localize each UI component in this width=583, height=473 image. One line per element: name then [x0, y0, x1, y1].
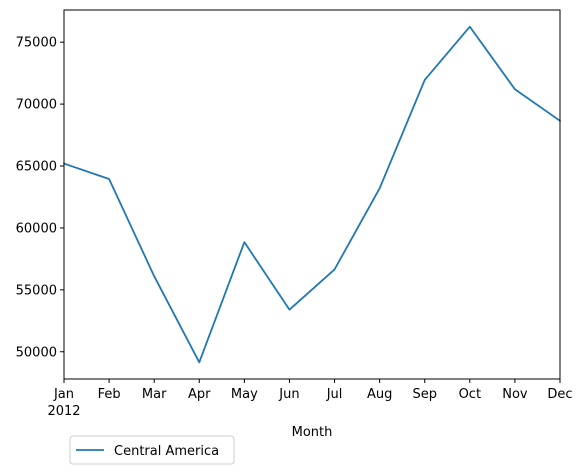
series-layer [63, 25, 561, 364]
legend: Central America [69, 435, 235, 465]
x-tick-year-label: 2012 [47, 404, 80, 419]
x-tick-label: Aug [367, 387, 392, 402]
x-tick-label: Jun [278, 387, 299, 402]
series-line-0 [63, 25, 561, 364]
y-tick-label: 65000 [16, 160, 57, 175]
x-tick-label: Feb [98, 387, 121, 402]
x-tick-label: Nov [502, 387, 528, 402]
x-tick-label: Jan [53, 387, 74, 402]
x-tick-label: Apr [188, 387, 211, 402]
y-axis: 50000 55000 60000 65000 70000 75000 [16, 36, 64, 360]
x-axis: Jan Feb Mar Apr May Jun Jul Aug Sep Oct Nov Dec 2012 [47, 379, 573, 419]
y-tick-label: 55000 [16, 283, 57, 298]
y-tick-label: 60000 [16, 221, 57, 236]
legend-entry-label: Central America [114, 444, 219, 459]
x-tick-label: Jul [326, 387, 343, 402]
legend-box [69, 435, 235, 465]
y-tick-label: 50000 [16, 345, 57, 360]
x-tick-label: Dec [547, 387, 572, 402]
x-tick-label: Oct [459, 387, 481, 402]
plot-area [64, 10, 560, 379]
y-tick-label: 70000 [16, 98, 57, 113]
plot-frame [63, 9, 561, 380]
x-axis-label: Month [292, 425, 333, 440]
x-tick-label: Mar [142, 387, 167, 402]
x-tick-label: May [231, 387, 258, 402]
y-tick-label: 75000 [16, 36, 57, 51]
x-tick-label: Sep [412, 387, 437, 402]
